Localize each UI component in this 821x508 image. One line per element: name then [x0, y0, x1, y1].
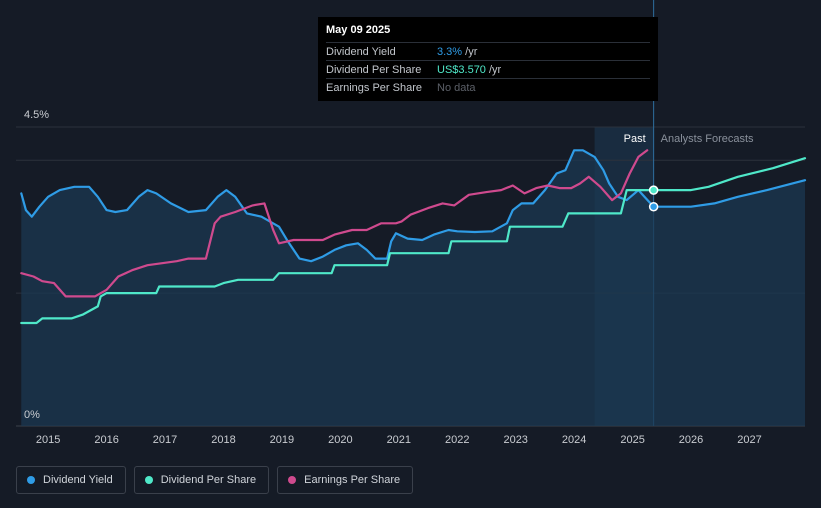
x-tick-label: 2016 [94, 434, 118, 446]
legend-dot-icon [288, 476, 297, 484]
forecast-region-label: Analysts Forecasts [661, 133, 754, 145]
x-tick-label: 2021 [387, 434, 411, 446]
tooltip-value: 3.3% [437, 46, 463, 58]
x-tick-label: 2025 [620, 434, 644, 446]
tooltip-value: No data [437, 82, 476, 94]
x-tick-label: 2017 [153, 434, 177, 446]
x-tick-label: 2022 [445, 434, 469, 446]
tooltip-row-dividend-per-share: Dividend Per Share US$3.570 /yr [326, 60, 650, 78]
x-tick-label: 2019 [270, 434, 294, 446]
dividend-yield-area [21, 150, 805, 427]
x-axis-ticks: 2015 2016 2017 2018 2019 2020 2021 2022 2023 2024… [36, 434, 762, 446]
x-tick-label: 2020 [328, 434, 352, 446]
past-region-label: Past [624, 133, 646, 145]
x-tick-label: 2023 [503, 434, 527, 446]
tooltip-row-dividend-yield: Dividend Yield 3.3% /yr [326, 42, 650, 60]
x-tick-label: 2018 [211, 434, 235, 446]
area-layer [21, 150, 805, 427]
legend-item-dividend-yield[interactable]: Dividend Yield [16, 466, 126, 494]
legend-dot-icon [27, 476, 35, 484]
tooltip-date: May 09 2025 [326, 24, 391, 36]
tooltip-row-earnings-per-share: Earnings Per Share No data [326, 78, 650, 96]
x-tick-label: 2026 [679, 434, 703, 446]
y-axis-bottom-label: 0% [24, 409, 40, 421]
tooltip-label: Dividend Per Share [326, 64, 422, 76]
chart-legend: Dividend Yield Dividend Per Share Earnin… [16, 466, 414, 494]
chart-plot: 4.5% 0% Past Analysts Forecasts 2015 2016… [16, 0, 807, 446]
x-tick-label: 2027 [737, 434, 761, 446]
tooltip-label: Dividend Yield [326, 46, 396, 58]
legend-dot-icon [144, 476, 153, 484]
tooltip-unit: /yr [485, 64, 502, 76]
y-axis-top-label: 4.5% [24, 109, 49, 121]
legend-item-earnings-per-share[interactable]: Earnings Per Share [277, 466, 414, 494]
legend-label: Dividend Yield [43, 474, 113, 486]
hover-tooltip: May 09 2025 Dividend Yield 3.3% /yr Divi… [318, 17, 658, 101]
dividend-per-share-marker [648, 185, 659, 195]
marker-layer [648, 185, 659, 212]
line-layer [20, 149, 807, 325]
tooltip-unit: /yr [462, 46, 478, 58]
legend-label: Dividend Per Share [160, 474, 257, 486]
tooltip-value: US$3.570 [437, 64, 486, 76]
x-tick-label: 2024 [562, 434, 586, 446]
legend-item-dividend-per-share[interactable]: Dividend Per Share [133, 466, 270, 494]
label-layer: 4.5% 0% Past Analysts Forecasts [24, 109, 754, 421]
dividend-per-share-line [20, 157, 807, 325]
x-tick-label: 2015 [36, 434, 60, 446]
dividend-yield-line [20, 149, 807, 263]
tooltip-label: Earnings Per Share [326, 82, 422, 94]
dividend-yield-marker [648, 201, 659, 212]
legend-label: Earnings Per Share [304, 474, 401, 486]
earnings-per-share-line [20, 149, 649, 298]
